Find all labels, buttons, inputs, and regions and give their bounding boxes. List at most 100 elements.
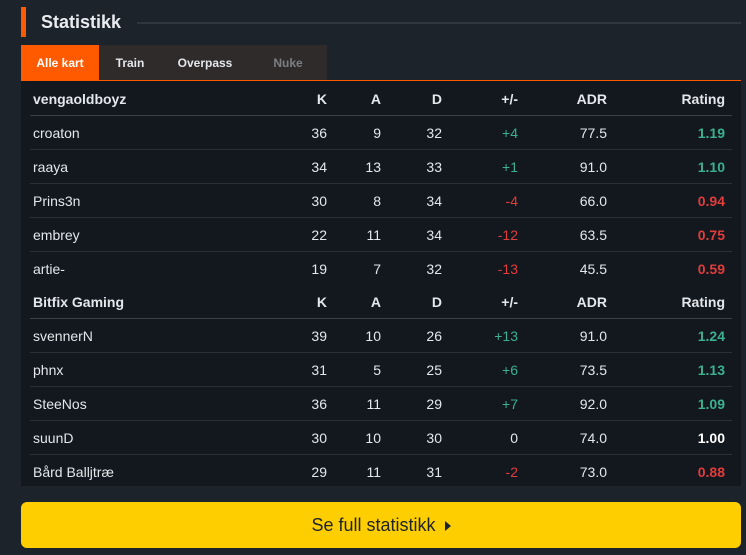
rating: 1.13 — [697, 362, 725, 378]
rating: 1.09 — [697, 396, 725, 412]
kills: 39 — [311, 328, 327, 344]
kills: 30 — [311, 430, 327, 446]
assists: 11 — [366, 396, 381, 412]
table-row: Bård Balljtræ 29 11 31 -2 73.0 0.88 — [30, 455, 732, 489]
team-header-row: Bitfix Gaming K A D +/- ADR Rating — [30, 285, 732, 319]
deaths: 33 — [426, 159, 442, 175]
table-row: croaton 36 9 32 +4 77.5 1.19 — [30, 116, 732, 150]
table-row: Prins3n 30 8 34 -4 66.0 0.94 — [30, 184, 732, 218]
deaths: 29 — [426, 396, 442, 412]
team-name: vengaoldboyz — [33, 91, 127, 107]
col-d: D — [431, 294, 442, 310]
adr: 74.0 — [579, 430, 607, 446]
kills: 36 — [311, 396, 327, 412]
rating: 0.94 — [697, 193, 725, 209]
plus-minus: +7 — [502, 396, 518, 412]
assists: 10 — [365, 328, 381, 344]
assists: 9 — [373, 125, 381, 141]
col-plus-minus: +/- — [501, 91, 518, 107]
plus-minus: +4 — [502, 125, 518, 141]
plus-minus: -12 — [497, 227, 518, 243]
stats-table: vengaoldboyz K A D +/- ADR Rating croato… — [21, 80, 741, 486]
accent-bar — [21, 7, 26, 37]
player-name[interactable]: croaton — [33, 125, 80, 141]
col-d: D — [431, 91, 442, 107]
deaths: 25 — [426, 362, 442, 378]
player-name[interactable]: phnx — [33, 362, 64, 378]
col-rating: Rating — [681, 294, 725, 310]
player-name[interactable]: embrey — [33, 227, 80, 243]
player-name[interactable]: SteeNos — [33, 396, 87, 412]
rating: 1.19 — [697, 125, 725, 141]
assists: 7 — [373, 261, 381, 277]
adr: 91.0 — [579, 328, 607, 344]
deaths: 32 — [426, 125, 442, 141]
kills: 30 — [311, 193, 327, 209]
assists: 11 — [366, 227, 381, 243]
assists: 5 — [373, 362, 381, 378]
player-name[interactable]: Prins3n — [33, 193, 81, 209]
plus-minus: -4 — [505, 193, 518, 209]
col-a: A — [370, 91, 381, 107]
rating: 1.10 — [697, 159, 725, 175]
adr: 77.5 — [579, 125, 607, 141]
player-name[interactable]: artie- — [33, 261, 65, 277]
deaths: 34 — [426, 227, 442, 243]
team-header-row: vengaoldboyz K A D +/- ADR Rating — [30, 82, 732, 116]
kills: 31 — [311, 362, 327, 378]
assists: 8 — [373, 193, 381, 209]
col-k: K — [316, 294, 327, 310]
deaths: 26 — [426, 328, 442, 344]
tab-nuke: Nuke — [249, 45, 327, 80]
full-stats-button[interactable]: Se full statistikk — [21, 502, 741, 548]
table-row: suunD 30 10 30 0 74.0 1.00 — [30, 421, 732, 455]
rating: 0.75 — [697, 227, 725, 243]
col-adr: ADR — [576, 294, 607, 310]
rating: 1.24 — [697, 328, 725, 344]
caret-right-icon — [444, 520, 451, 531]
col-plus-minus: +/- — [501, 294, 518, 310]
table-row: artie- 19 7 32 -13 45.5 0.59 — [30, 252, 732, 286]
adr: 63.5 — [579, 227, 607, 243]
adr: 45.5 — [579, 261, 607, 277]
col-rating: Rating — [681, 91, 725, 107]
tab-alle-kart[interactable]: Alle kart — [21, 45, 99, 80]
player-name[interactable]: Bård Balljtræ — [33, 464, 114, 480]
rating: 1.00 — [697, 430, 725, 446]
player-name[interactable]: svennerN — [33, 328, 93, 344]
table-row: svennerN 39 10 26 +13 91.0 1.24 — [30, 319, 732, 353]
player-name[interactable]: suunD — [33, 430, 74, 446]
assists: 11 — [366, 464, 381, 480]
deaths: 31 — [426, 464, 442, 480]
assists: 13 — [365, 159, 381, 175]
adr: 91.0 — [579, 159, 607, 175]
full-stats-label: Se full statistikk — [311, 514, 436, 535]
table-row: embrey 22 11 34 -12 63.5 0.75 — [30, 218, 732, 252]
col-k: K — [316, 91, 327, 107]
player-name[interactable]: raaya — [33, 159, 69, 175]
section-header: Statistikk — [21, 7, 741, 37]
tab-train[interactable]: Train — [99, 45, 161, 80]
deaths: 30 — [426, 430, 442, 446]
table-row: phnx 31 5 25 +6 73.5 1.13 — [30, 353, 732, 387]
rating: 0.88 — [697, 464, 725, 480]
team-name: Bitfix Gaming — [33, 294, 125, 310]
map-tabs: Alle kart Train Overpass Nuke — [21, 45, 327, 80]
plus-minus: +6 — [502, 362, 518, 378]
plus-minus: -13 — [497, 261, 518, 277]
col-a: A — [370, 294, 381, 310]
table-row: raaya 34 13 33 +1 91.0 1.10 — [30, 150, 732, 184]
col-adr: ADR — [576, 91, 607, 107]
kills: 29 — [311, 464, 327, 480]
kills: 34 — [311, 159, 327, 175]
adr: 66.0 — [579, 193, 607, 209]
section-title: Statistikk — [41, 11, 122, 32]
adr: 73.5 — [579, 362, 607, 378]
kills: 36 — [311, 125, 327, 141]
deaths: 34 — [426, 193, 442, 209]
kills: 19 — [311, 261, 327, 277]
adr: 73.0 — [579, 464, 607, 480]
assists: 10 — [365, 430, 381, 446]
header-divider — [137, 22, 741, 24]
tab-overpass[interactable]: Overpass — [161, 45, 249, 80]
